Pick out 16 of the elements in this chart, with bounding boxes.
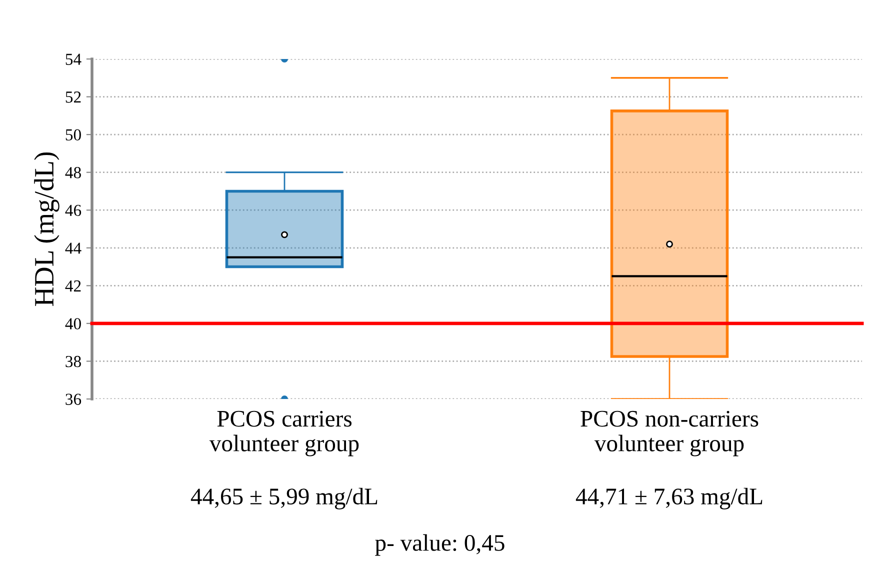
text: 44,71 ± 7,63 mg/dL	[576, 488, 762, 510]
y-axis-title: HDL (mg/dL)	[34, 152, 60, 306]
y-tick-label: 42	[65, 280, 81, 292]
text: 44,65 ± 5,99 mg/dL	[190, 488, 378, 510]
y-tick-label: 38	[66, 356, 81, 368]
y-tick-label: 54	[66, 54, 82, 65]
y-tick-label: 44	[65, 242, 82, 254]
y-tick-label: 48	[65, 167, 81, 178]
y-tick-label: 40	[65, 318, 81, 330]
y-tick-label: 52	[66, 92, 81, 103]
y-tick-label: 50	[66, 129, 81, 140]
x-tick-label: PCOS non-carriers volunteer group	[580, 410, 758, 456]
x-tick-label: PCOS carriers volunteer group	[209, 410, 359, 456]
y-tick-label: 36	[66, 394, 82, 405]
y-tick-label: 46	[65, 204, 82, 216]
text: p- value: 0,45	[375, 534, 504, 556]
